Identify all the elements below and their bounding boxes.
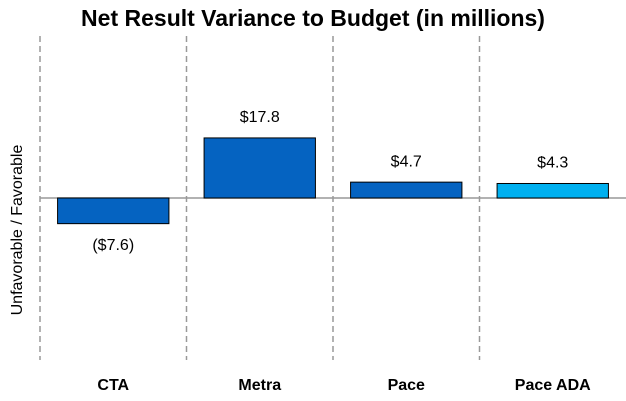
value-label: ($7.6): [92, 237, 134, 254]
value-label: $4.7: [391, 153, 422, 170]
value-label: $17.8: [240, 109, 280, 126]
bar: [496, 182, 609, 199]
bar: [203, 137, 316, 199]
bar: [350, 181, 463, 199]
bar: [57, 197, 170, 225]
x-tick-label: Metra: [238, 377, 281, 394]
value-label: $4.3: [537, 155, 568, 172]
x-tick-label: CTA: [97, 377, 129, 394]
y-axis-label: Unfavorable / Favorable: [9, 145, 26, 316]
x-tick-label: Pace ADA: [515, 377, 591, 394]
chart-title: Net Result Variance to Budget (in millio…: [81, 5, 545, 31]
x-tick-label: Pace: [388, 377, 425, 394]
